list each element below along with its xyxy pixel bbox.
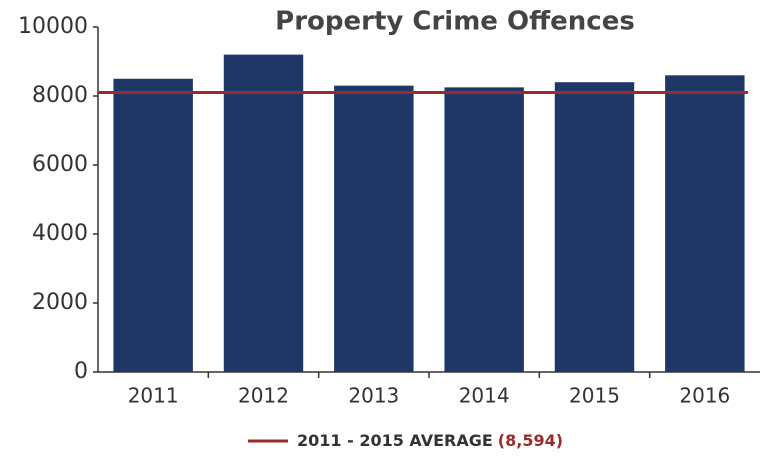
bar xyxy=(113,78,193,372)
y-tick-label: 2000 xyxy=(32,290,88,315)
legend-name: 2011 - 2015 AVERAGE xyxy=(297,431,493,450)
chart-title: Property Crime Offences xyxy=(275,7,635,37)
bar xyxy=(665,75,745,373)
y-tick-label: 10000 xyxy=(18,14,88,39)
x-tick-label: 2012 xyxy=(238,384,289,408)
bar xyxy=(223,54,304,372)
x-tick-label: 2016 xyxy=(679,384,730,408)
x-tick-label: 2013 xyxy=(348,384,399,408)
legend-label: 2011 - 2015 AVERAGE (8,594) xyxy=(297,431,563,450)
bar xyxy=(554,82,635,372)
y-tick-label: 0 xyxy=(74,359,88,384)
x-tick-label: 2014 xyxy=(459,384,510,408)
legend-note: (8,594) xyxy=(498,431,563,450)
bar xyxy=(444,87,524,372)
y-tick-label: 6000 xyxy=(32,152,88,177)
y-tick-label: 8000 xyxy=(32,83,88,108)
bar xyxy=(334,85,414,373)
x-tick-label: 2015 xyxy=(569,384,620,408)
x-tick-label: 2011 xyxy=(128,384,179,408)
y-tick-label: 4000 xyxy=(32,221,88,246)
